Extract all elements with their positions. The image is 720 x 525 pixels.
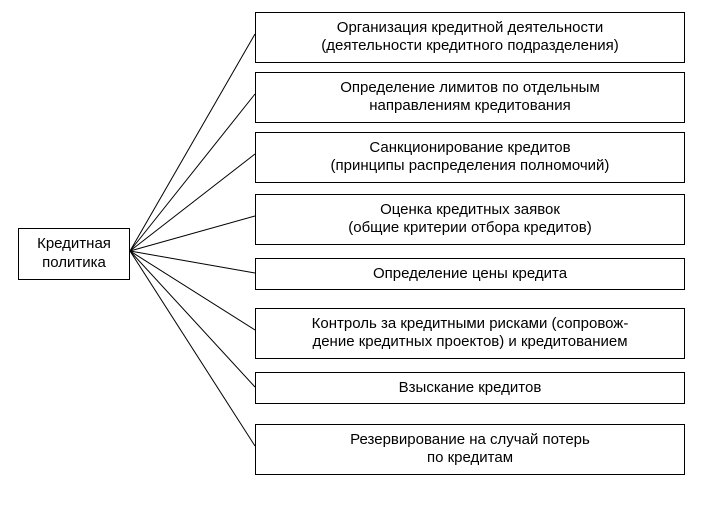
child-node: Определение цены кредита <box>255 258 685 290</box>
root-node: Кредитная политика <box>18 228 130 280</box>
child-node: Организация кредитной деятельности (деят… <box>255 12 685 63</box>
child-node: Взыскание кредитов <box>255 372 685 404</box>
child-node: Оценка кредитных заявок (общие критерии … <box>255 194 685 245</box>
child-node: Резервирование на случай потерь по креди… <box>255 424 685 475</box>
child-node: Контроль за кредитными рисками (сопровож… <box>255 308 685 359</box>
child-node: Определение лимитов по отдельным направл… <box>255 72 685 123</box>
child-node: Санкционирование кредитов (принципы расп… <box>255 132 685 183</box>
